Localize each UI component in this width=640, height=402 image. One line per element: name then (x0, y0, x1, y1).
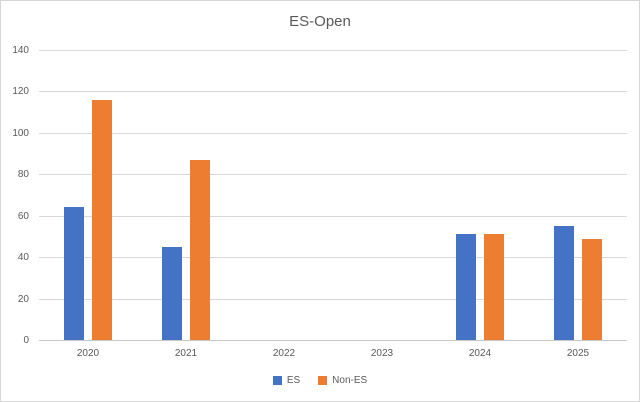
bar-non-es-2025 (582, 238, 602, 340)
gridline-y-60 (39, 215, 627, 217)
y-tick-label-120: 120 (12, 86, 29, 98)
gridline-y-140 (39, 50, 627, 51)
gridline-y-20 (39, 298, 627, 300)
gridline-y-80 (39, 174, 627, 176)
y-tick-label-100: 100 (12, 127, 29, 139)
bar-es-2020 (64, 207, 84, 340)
gridline-y-100 (39, 132, 627, 134)
y-tick-label-20: 20 (17, 293, 29, 305)
bar-non-es-2020 (92, 99, 112, 340)
y-tick-label-140: 140 (12, 45, 29, 56)
bar-es-2025 (554, 226, 574, 340)
bar-non-es-2024 (484, 234, 504, 340)
x-tick-label-2023: 2023 (370, 348, 394, 359)
x-tick-label-2020: 2020 (76, 348, 100, 359)
x-tick-label-2022: 2022 (272, 348, 296, 359)
chart-title: ES-Open (289, 13, 351, 30)
gridline-y-120 (39, 91, 627, 93)
legend-label-non-es: Non-ES (332, 375, 368, 386)
legend: ES Non-ES (1, 375, 639, 386)
plot-area (39, 50, 627, 341)
legend-item-es: ES (272, 375, 301, 386)
legend-swatch-non-es-icon (318, 376, 328, 385)
bar-non-es-2021 (190, 159, 210, 340)
x-tick-label-2025: 2025 (566, 348, 590, 359)
legend-swatch-es-icon (272, 376, 282, 385)
x-tick-label-2024: 2024 (468, 348, 492, 359)
y-tick-label-0: 0 (23, 335, 29, 346)
gridline-y-40 (39, 257, 627, 259)
bar-es-2024 (456, 234, 476, 340)
bar-es-2021 (162, 246, 182, 340)
y-tick-label-40: 40 (17, 252, 29, 264)
y-tick-label-60: 60 (17, 210, 29, 222)
x-tick-label-2021: 2021 (174, 348, 198, 359)
legend-label-es: ES (286, 375, 301, 386)
legend-item-non-es: Non-ES (318, 375, 367, 386)
y-tick-label-80: 80 (17, 169, 29, 181)
